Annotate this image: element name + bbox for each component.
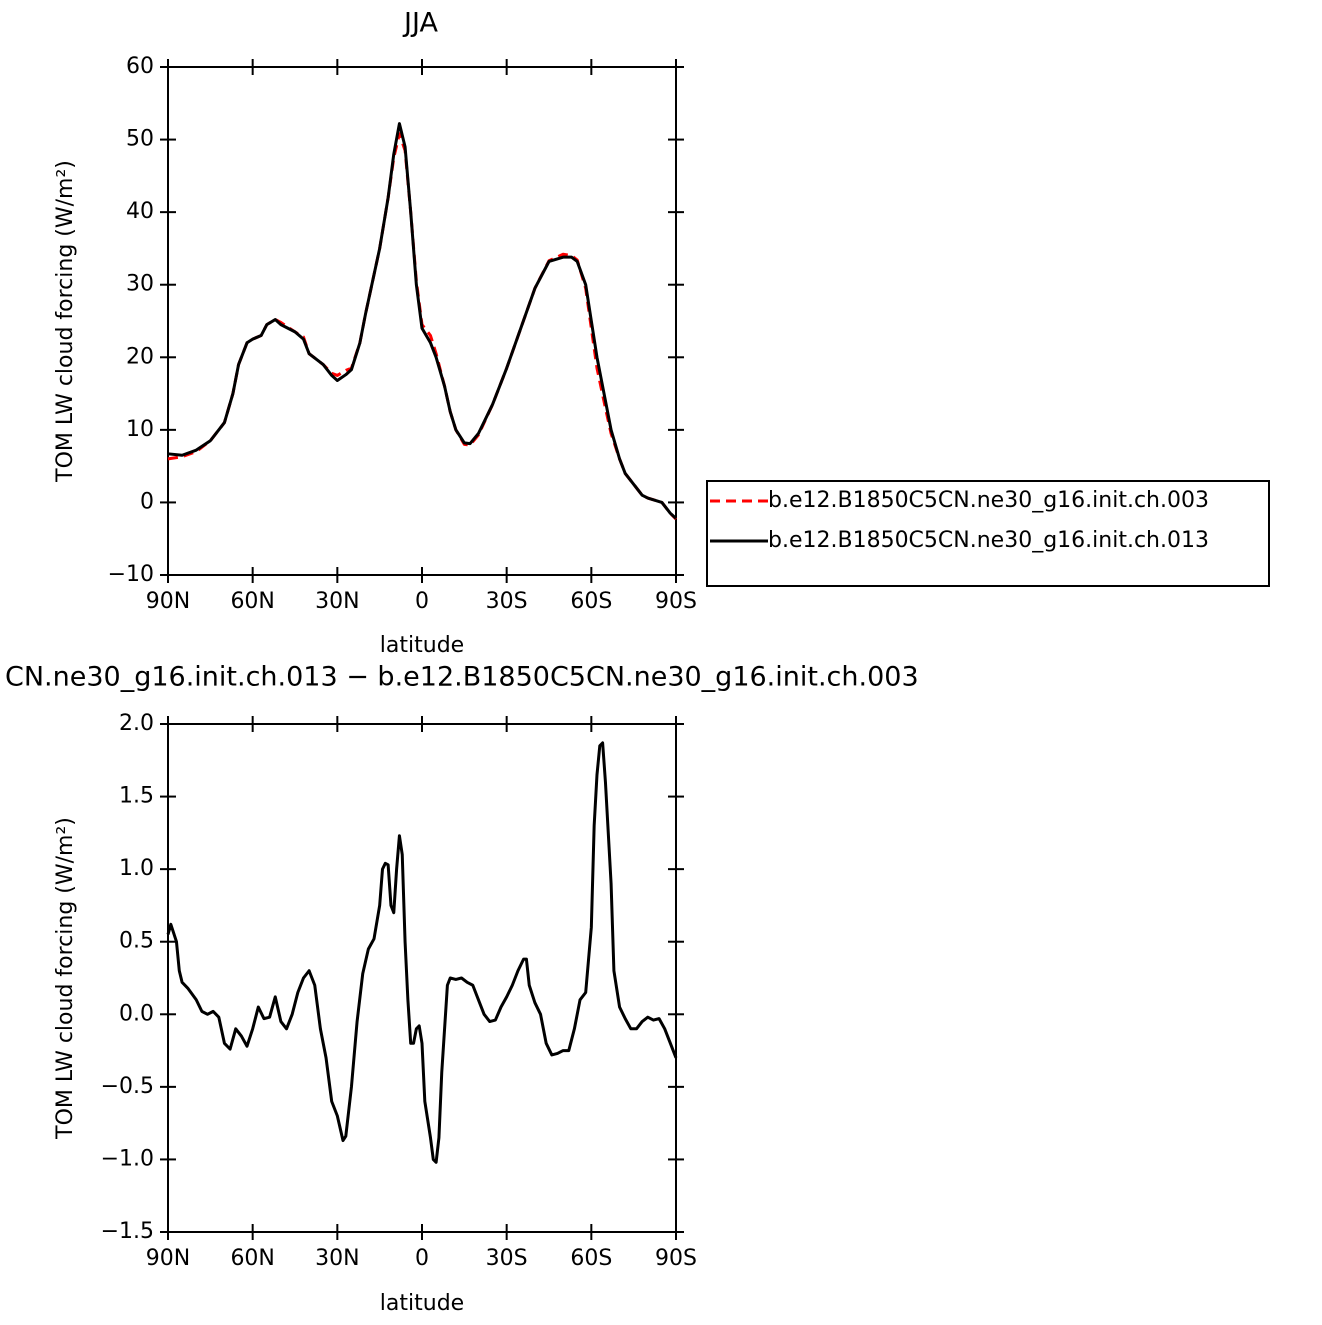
x-axis-label: latitude <box>380 1291 464 1316</box>
y-tick-label: 0 <box>140 489 154 514</box>
x-tick-label: 30N <box>315 1246 359 1271</box>
y-axis-label: TOM LW cloud forcing (W/m²) <box>53 817 78 1140</box>
x-tick-label: 60S <box>570 1246 612 1271</box>
y-axis-label: TOM LW cloud forcing (W/m²) <box>53 160 78 483</box>
x-tick-label: 90S <box>655 1246 697 1271</box>
y-tick-label: 0.0 <box>119 1001 154 1026</box>
y-tick-label: 10 <box>126 417 154 442</box>
y-tick-label: 1.5 <box>119 784 154 809</box>
y-tick-label: 40 <box>126 199 154 224</box>
data-line <box>166 741 678 1164</box>
chart-title: JJA <box>402 8 438 39</box>
legend-label: b.e12.B1850C5CN.ne30_g16.init.ch.013 <box>768 528 1209 553</box>
data-line <box>167 122 678 520</box>
x-tick-label: 60N <box>230 589 274 614</box>
x-tick-label: 90N <box>146 589 190 614</box>
y-tick-label: 0.5 <box>119 929 154 954</box>
x-tick-label: 90N <box>146 1246 190 1271</box>
legend-box <box>706 480 1270 587</box>
x-tick-label: 60N <box>230 1246 274 1271</box>
x-tick-label: 30N <box>315 589 359 614</box>
x-tick-label: 0 <box>415 1246 429 1271</box>
y-tick-label: −1.0 <box>101 1146 154 1171</box>
x-tick-label: 30S <box>486 589 528 614</box>
y-tick-label: −1.5 <box>101 1219 154 1244</box>
x-tick-label: 60S <box>570 589 612 614</box>
y-tick-label: 1.0 <box>119 856 154 881</box>
y-tick-label: 60 <box>126 54 154 79</box>
x-tick-label: 90S <box>655 589 697 614</box>
y-tick-label: 20 <box>126 344 154 369</box>
y-tick-label: −10 <box>108 562 154 587</box>
y-tick-label: 30 <box>126 272 154 297</box>
x-tick-label: 30S <box>486 1246 528 1271</box>
x-axis-label: latitude <box>380 633 464 658</box>
y-tick-label: 2.0 <box>119 711 154 736</box>
plot-frame <box>167 723 677 1233</box>
y-tick-label: −0.5 <box>101 1074 154 1099</box>
y-tick-label: 50 <box>126 127 154 152</box>
chart-title: CN.ne30_g16.init.ch.013 − b.e12.B1850C5C… <box>5 662 919 693</box>
x-tick-label: 0 <box>415 589 429 614</box>
legend-label: b.e12.B1850C5CN.ne30_g16.init.ch.003 <box>768 488 1209 513</box>
